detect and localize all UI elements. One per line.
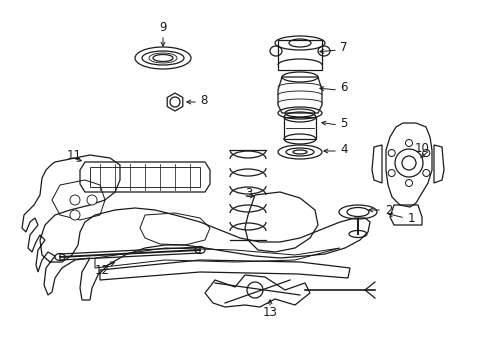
Circle shape bbox=[405, 180, 412, 186]
Bar bbox=[284, 117, 315, 139]
Circle shape bbox=[387, 149, 394, 157]
Circle shape bbox=[405, 140, 412, 147]
Circle shape bbox=[422, 170, 429, 176]
Text: 12: 12 bbox=[95, 264, 110, 276]
Text: 2: 2 bbox=[384, 203, 392, 216]
Polygon shape bbox=[167, 93, 183, 111]
Text: 4: 4 bbox=[339, 143, 347, 156]
Text: 7: 7 bbox=[339, 41, 347, 54]
Text: 9: 9 bbox=[159, 21, 166, 33]
Text: 10: 10 bbox=[414, 141, 429, 154]
Text: 13: 13 bbox=[262, 306, 277, 319]
Text: 8: 8 bbox=[200, 94, 207, 107]
Circle shape bbox=[87, 195, 97, 205]
Text: 6: 6 bbox=[339, 81, 347, 94]
Circle shape bbox=[246, 282, 263, 298]
Text: 11: 11 bbox=[67, 149, 82, 162]
Circle shape bbox=[387, 170, 394, 176]
Circle shape bbox=[422, 149, 429, 157]
Circle shape bbox=[170, 97, 180, 107]
Circle shape bbox=[70, 210, 80, 220]
Bar bbox=[278, 40, 321, 70]
Text: 5: 5 bbox=[339, 117, 346, 130]
Ellipse shape bbox=[153, 54, 173, 62]
Text: 3: 3 bbox=[244, 186, 252, 199]
Circle shape bbox=[70, 195, 80, 205]
Bar bbox=[90, 167, 200, 187]
Text: 1: 1 bbox=[407, 212, 415, 225]
